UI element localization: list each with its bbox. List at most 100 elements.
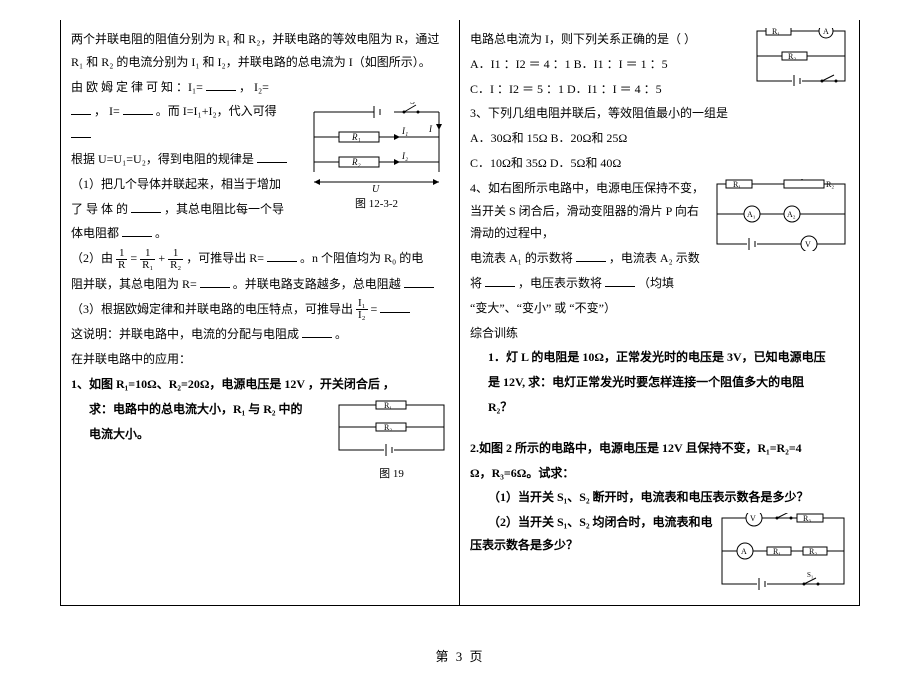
right-p16: Ω，R₃=6Ω。试求： [470, 462, 849, 485]
svg-text:R₁: R₁ [351, 132, 361, 142]
right-p10: “变大”、“变小” 或 “不变”） [470, 297, 849, 320]
fraction-icon: 1R₂ [168, 248, 183, 271]
text: 将 [470, 276, 482, 290]
text: ，电流表 A₂ 示数 [609, 251, 700, 265]
text: 体电阻都 [71, 226, 119, 240]
svg-text:A₂: A₂ [787, 210, 796, 219]
figure-q2: R₁ A R₂ [754, 28, 849, 86]
text: （均填 [638, 276, 674, 290]
left-p13: 1、如图 R₁=10Ω、R₂=20Ω，电源电压是 12V ，开关闭合后 ， [71, 373, 449, 396]
blank [267, 249, 297, 262]
two-column-layout: 两个并联电阻的阻值分别为 R₁ 和 R₂，并联电路的等效电阻为 R，通过 R₁ … [60, 20, 860, 606]
right-p13: 是 12V, 求：电灯正常发光时要怎样连接一个阻值多大的电阻 [470, 371, 849, 394]
text: ， I₂= [239, 80, 269, 94]
svg-text:R₁: R₁ [384, 401, 392, 410]
fraction-icon: I₁I₂ [356, 298, 368, 321]
text: = [371, 302, 378, 316]
left-p8: （2）由 1R = 1R₁ + 1R₂ ，可推导出 R= 。n 个阻值均为 R₀… [71, 247, 449, 271]
right-p12: 1．灯 L 的电阻是 10Ω，正常发光时的电压是 3V，已知电源电压 [470, 346, 849, 369]
circuit-diagram-icon: R₁ P R₂ A₁ A₂ [714, 179, 849, 251]
text: ，可推导出 R= [186, 251, 264, 265]
svg-text:R₂: R₂ [351, 157, 361, 167]
svg-text:R₁: R₁ [772, 28, 780, 36]
blank [206, 78, 236, 91]
text: 。n 个阻值均为 R₀ 的电 [300, 251, 423, 265]
right-p14: R₂？ [470, 396, 849, 419]
figure-q4: R₁ P R₂ A₁ A₂ [714, 179, 849, 251]
text: 根据 U=U₁=U₂，得到电阻的规律是 [71, 152, 254, 166]
fraction-icon: 1R [116, 248, 127, 271]
svg-text:A: A [741, 547, 747, 556]
fraction-icon: 1R₁ [140, 248, 155, 271]
figure-comp2: V R₃ S₂ A R₁ R₂ [719, 513, 849, 591]
text: 电流表 A₁ 的示数将 [470, 251, 573, 265]
svg-text:A: A [823, 28, 829, 36]
svg-text:R₂: R₂ [384, 423, 392, 432]
blank [605, 274, 635, 287]
blank [71, 125, 91, 138]
blank [302, 325, 332, 338]
right-p5: A．30Ω和 15Ω B．20Ω和 25Ω [470, 127, 849, 150]
text: （2）由 [71, 251, 116, 265]
left-p12: 在并联电路中的应用： [71, 348, 449, 371]
blank [485, 274, 515, 287]
circuit-diagram-icon: R₁ A R₂ [754, 28, 849, 86]
svg-text:U: U [372, 184, 380, 192]
svg-text:S₁: S₁ [807, 571, 813, 579]
text: 由 欧 姆 定 律 可 知 ：I₁= [71, 80, 203, 94]
left-p9: 阻并联，其总电阻为 R= 。并联电路支路越多，总电阻越 [71, 273, 449, 296]
right-p17: （1）当开关 S₁、S₂ 断开时，电流表和电压表示数各是多少？ [470, 486, 849, 509]
svg-text:V: V [805, 240, 811, 249]
svg-text:R₂: R₂ [788, 52, 796, 61]
blank [122, 224, 152, 237]
svg-text:V: V [750, 514, 756, 523]
text: 。 [155, 226, 167, 240]
text: ，其总电阻比每一个导 [164, 202, 284, 216]
fig-caption-2: 图 19 [334, 464, 449, 485]
svg-text:I₁: I₁ [401, 126, 408, 136]
left-p10: （3）根据欧姆定律和并联电路的电压特点，可推导出 I₁I₂ = [71, 298, 449, 322]
figure-19: R₁ R₂ 图 19 [334, 400, 449, 485]
figure-12-3-2: S U [304, 102, 449, 215]
right-p11: 综合训练 [470, 322, 849, 345]
svg-text:R₃: R₃ [803, 514, 811, 523]
left-column: 两个并联电阻的阻值分别为 R₁ 和 R₂，并联电路的等效电阻为 R，通过 R₁ … [61, 20, 460, 605]
svg-text:R₂: R₂ [809, 547, 817, 556]
svg-text:A₁: A₁ [747, 210, 756, 219]
circuit-diagram-icon: R₁ R₂ [334, 400, 449, 462]
text: 阻并联，其总电阻为 R= [71, 277, 197, 291]
svg-text:R₁: R₁ [773, 547, 781, 556]
right-column: R₁ A R₂ [460, 20, 859, 605]
blank [380, 300, 410, 313]
left-p7: 体电阻都 。 [71, 222, 449, 245]
right-p4: 3、下列几组电阻并联后，等效阻值最小的一组是 [470, 102, 849, 125]
text: ，电压表示数将 [518, 276, 602, 290]
blank [576, 249, 606, 262]
text: 。并联电路支路越多，总电阻越 [233, 277, 401, 291]
left-p11: 这说明：并联电路中，电流的分配与电阻成 。 [71, 323, 449, 346]
text: （3）根据欧姆定律和并联电路的电压特点，可推导出 [71, 302, 356, 316]
left-p2: 由 欧 姆 定 律 可 知 ：I₁= ， I₂= [71, 76, 449, 99]
text: 。 [335, 327, 347, 341]
right-p15: 2.如图 2 所示的电路中，电源电压是 12V 且保持不变，R₁=R₂=4 [470, 437, 849, 460]
svg-text:R₂: R₂ [826, 180, 834, 189]
svg-text:I₂: I₂ [401, 151, 408, 161]
blank [123, 102, 153, 115]
blank [131, 200, 161, 213]
circuit-diagram-icon: S U [304, 102, 449, 192]
text: 了 导 体 的 [71, 202, 128, 216]
blank [71, 102, 91, 115]
right-p6: C．10Ω和 35Ω D．5Ω和 40Ω [470, 152, 849, 175]
label-S: S [410, 102, 415, 106]
worksheet-page: 两个并联电阻的阻值分别为 R₁ 和 R₂，并联电路的等效电阻为 R，通过 R₁ … [0, 0, 920, 675]
svg-text:I: I [428, 124, 433, 134]
svg-text:R₁: R₁ [733, 180, 741, 189]
blank [200, 275, 230, 288]
circuit-diagram-icon: V R₃ S₂ A R₁ R₂ [719, 513, 849, 591]
page-number: 第 3 页 [60, 646, 860, 665]
text: ， I= [94, 104, 120, 118]
left-p1: 两个并联电阻的阻值分别为 R₁ 和 R₂，并联电路的等效电阻为 R，通过 R₁ … [71, 28, 449, 74]
blank [404, 275, 434, 288]
text: 。而 I=I₁+I₂，代入可得 [156, 104, 277, 118]
right-p9: 将 ，电压表示数将 （均填 [470, 272, 849, 295]
